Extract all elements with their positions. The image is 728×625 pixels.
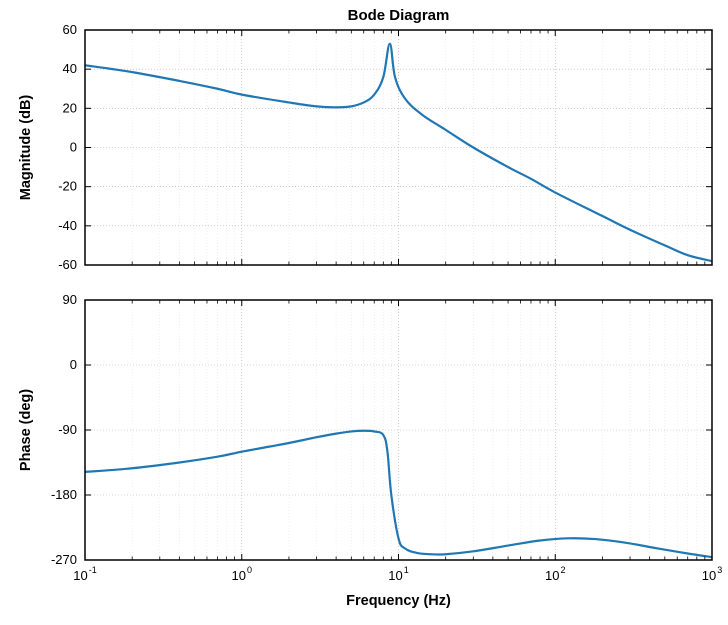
- svg-text:0: 0: [70, 140, 77, 155]
- bode-svg: Bode Diagram -60 -40 -20 0 20 40 60 Magnitude (d…: [0, 0, 728, 625]
- svg-text:60: 60: [63, 22, 77, 37]
- figure-xlabel: Frequency (Hz): [346, 593, 451, 609]
- svg-text:-270: -270: [51, 552, 77, 567]
- svg-text:90: 90: [63, 292, 77, 307]
- svg-text:-60: -60: [58, 257, 77, 272]
- svg-text:0: 0: [70, 357, 77, 372]
- svg-text:103: 103: [702, 565, 722, 583]
- svg-text:102: 102: [545, 565, 565, 583]
- figure-title: Bode Diagram: [348, 7, 450, 24]
- magnitude_panel-ylabel: Magnitude (dB): [18, 95, 34, 201]
- svg-text:-180: -180: [51, 487, 77, 502]
- svg-text:10-1: 10-1: [73, 565, 96, 583]
- svg-text:20: 20: [63, 100, 77, 115]
- bode-diagram: { "figure": { "title": "Bode Diagram", "…: [0, 0, 728, 625]
- svg-text:40: 40: [63, 61, 77, 76]
- phase_panel-ylabel: Phase (deg): [18, 389, 34, 471]
- svg-text:-90: -90: [58, 422, 77, 437]
- svg-text:-40: -40: [58, 218, 77, 233]
- svg-text:101: 101: [388, 565, 408, 583]
- svg-text:-20: -20: [58, 179, 77, 194]
- svg-text:100: 100: [232, 565, 252, 583]
